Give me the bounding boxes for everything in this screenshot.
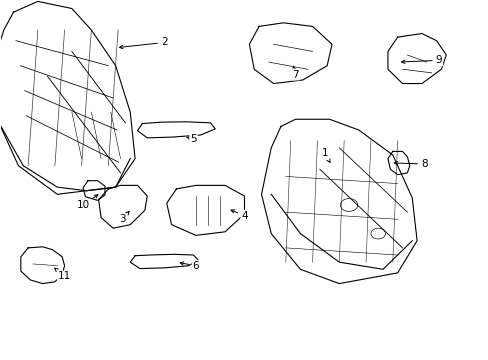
Text: 2: 2 bbox=[119, 37, 167, 49]
Text: 4: 4 bbox=[230, 210, 247, 221]
Text: 8: 8 bbox=[393, 159, 427, 169]
Text: 3: 3 bbox=[119, 211, 129, 224]
Text: 11: 11 bbox=[55, 268, 71, 282]
Text: 10: 10 bbox=[76, 195, 98, 210]
Text: 6: 6 bbox=[180, 261, 199, 271]
Text: 1: 1 bbox=[321, 148, 329, 162]
Text: 7: 7 bbox=[292, 66, 298, 80]
Text: 9: 9 bbox=[401, 55, 442, 65]
Text: 5: 5 bbox=[186, 134, 196, 144]
